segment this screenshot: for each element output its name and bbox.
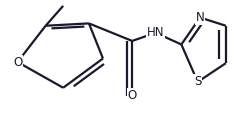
Text: N: N — [196, 11, 205, 24]
Text: S: S — [194, 75, 201, 88]
Text: O: O — [128, 89, 137, 102]
Text: O: O — [13, 55, 22, 69]
Text: HN: HN — [147, 26, 164, 39]
